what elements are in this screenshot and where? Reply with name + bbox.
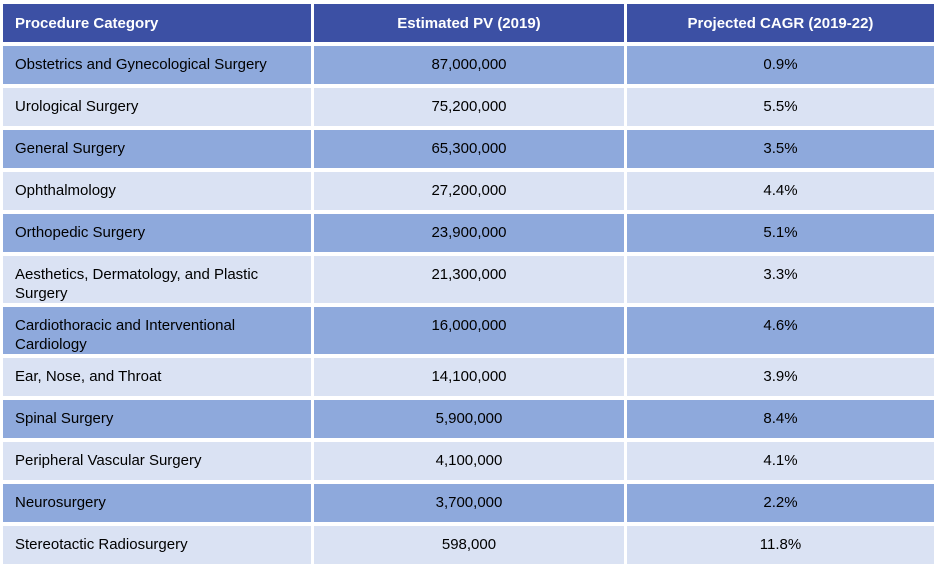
table-row: Urological Surgery 75,200,000 5.5% <box>3 88 934 126</box>
table-row: Peripheral Vascular Surgery 4,100,000 4.1% <box>3 442 934 480</box>
cagr-cell: 3.3% <box>626 256 934 303</box>
pv-cell: 5,900,000 <box>313 400 624 438</box>
pv-cell: 598,000 <box>313 526 624 564</box>
category-cell: Stereotactic Radiosurgery <box>3 526 311 564</box>
cagr-cell: 8.4% <box>626 400 934 438</box>
pv-cell: 14,100,000 <box>313 358 624 396</box>
table-row: Ophthalmology 27,200,000 4.4% <box>3 172 934 210</box>
table-body: Obstetrics and Gynecological Surgery 87,0… <box>3 46 934 564</box>
cagr-cell: 4.6% <box>626 307 934 354</box>
pv-cell: 87,000,000 <box>313 46 624 84</box>
table-row: Stereotactic Radiosurgery 598,000 11.8% <box>3 526 934 564</box>
table-row: General Surgery 65,300,000 3.5% <box>3 130 934 168</box>
table-row: Obstetrics and Gynecological Surgery 87,0… <box>3 46 934 84</box>
table-row: Spinal Surgery 5,900,000 8.4% <box>3 400 934 438</box>
pv-cell: 16,000,000 <box>313 307 624 354</box>
col-header-procedure-category: Procedure Category <box>3 4 311 42</box>
cagr-cell: 2.2% <box>626 484 934 522</box>
category-cell: Ear, Nose, and Throat <box>3 358 311 396</box>
cagr-cell: 5.5% <box>626 88 934 126</box>
cagr-cell: 3.5% <box>626 130 934 168</box>
col-header-estimated-pv: Estimated PV (2019) <box>313 4 624 42</box>
category-cell: Neurosurgery <box>3 484 311 522</box>
pv-cell: 3,700,000 <box>313 484 624 522</box>
category-cell: Peripheral Vascular Surgery <box>3 442 311 480</box>
pv-cell: 23,900,000 <box>313 214 624 252</box>
cagr-cell: 4.4% <box>626 172 934 210</box>
table-row: Neurosurgery 3,700,000 2.2% <box>3 484 934 522</box>
cagr-cell: 3.9% <box>626 358 934 396</box>
col-header-projected-cagr: Projected CAGR (2019-22) <box>626 4 934 42</box>
category-cell: Obstetrics and Gynecological Surgery <box>3 46 311 84</box>
table-row: Orthopedic Surgery 23,900,000 5.1% <box>3 214 934 252</box>
category-cell: Urological Surgery <box>3 88 311 126</box>
cagr-cell: 0.9% <box>626 46 934 84</box>
pv-cell: 65,300,000 <box>313 130 624 168</box>
cagr-cell: 4.1% <box>626 442 934 480</box>
pv-cell: 4,100,000 <box>313 442 624 480</box>
table-row: Ear, Nose, and Throat 14,100,000 3.9% <box>3 358 934 396</box>
pv-cell: 21,300,000 <box>313 256 624 303</box>
category-cell: Spinal Surgery <box>3 400 311 438</box>
category-cell: Ophthalmology <box>3 172 311 210</box>
category-cell: Cardiothoracic and Interventional Cardio… <box>3 307 311 354</box>
category-cell: Aesthetics, Dermatology, and Plastic Sur… <box>3 256 311 303</box>
pv-cell: 27,200,000 <box>313 172 624 210</box>
cagr-cell: 5.1% <box>626 214 934 252</box>
table-row: Cardiothoracic and Interventional Cardio… <box>3 307 934 354</box>
cagr-cell: 11.8% <box>626 526 934 564</box>
category-cell: General Surgery <box>3 130 311 168</box>
category-cell: Orthopedic Surgery <box>3 214 311 252</box>
pv-cell: 75,200,000 <box>313 88 624 126</box>
header-row: Procedure Category Estimated PV (2019) P… <box>3 4 934 42</box>
table-row: Aesthetics, Dermatology, and Plastic Sur… <box>3 256 934 303</box>
